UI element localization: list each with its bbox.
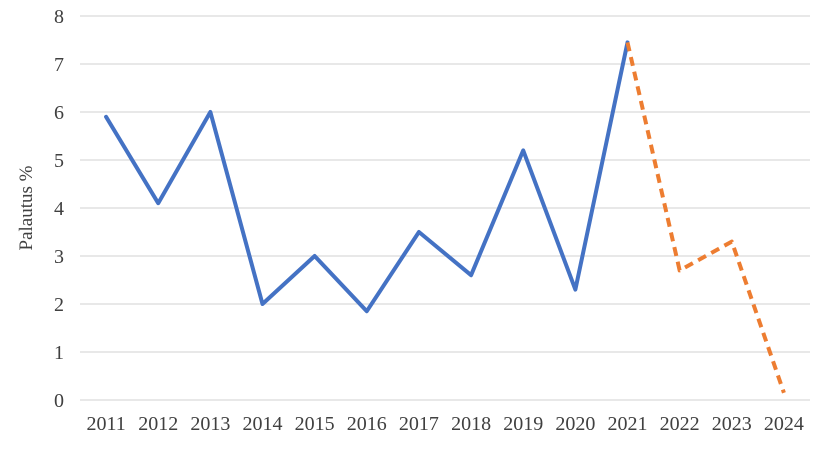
- x-tick-label: 2024: [764, 413, 804, 435]
- x-tick-label: 2017: [399, 413, 439, 435]
- x-tick-label: 2015: [295, 413, 335, 435]
- x-tick-label: 2012: [138, 413, 178, 435]
- x-tick-label: 2016: [347, 413, 387, 435]
- x-tick-label: 2013: [190, 413, 230, 435]
- y-tick-label: 3: [54, 246, 64, 268]
- y-tick-label: 2: [54, 294, 64, 316]
- y-tick-label: 8: [54, 6, 64, 28]
- x-tick-label: 2019: [503, 413, 543, 435]
- historical-solid-blue-line: [104, 40, 630, 314]
- x-tick-label: 2023: [712, 413, 752, 435]
- y-tick-label: 7: [54, 54, 64, 76]
- x-tick-label: 2020: [555, 413, 595, 435]
- y-tick-label: 0: [54, 390, 64, 412]
- y-tick-label: 5: [54, 150, 64, 172]
- x-tick-label: 2022: [660, 413, 700, 435]
- x-tick-label: 2021: [608, 413, 648, 435]
- x-tick-label: 2018: [451, 413, 491, 435]
- y-tick-label: 6: [54, 102, 64, 124]
- x-tick-label: 2014: [243, 413, 283, 435]
- y-tick-label: 1: [54, 342, 64, 364]
- y-tick-label: 4: [54, 198, 64, 220]
- forecast-dashed-orange-line: [625, 41, 786, 394]
- x-tick-label: 2011: [86, 413, 125, 435]
